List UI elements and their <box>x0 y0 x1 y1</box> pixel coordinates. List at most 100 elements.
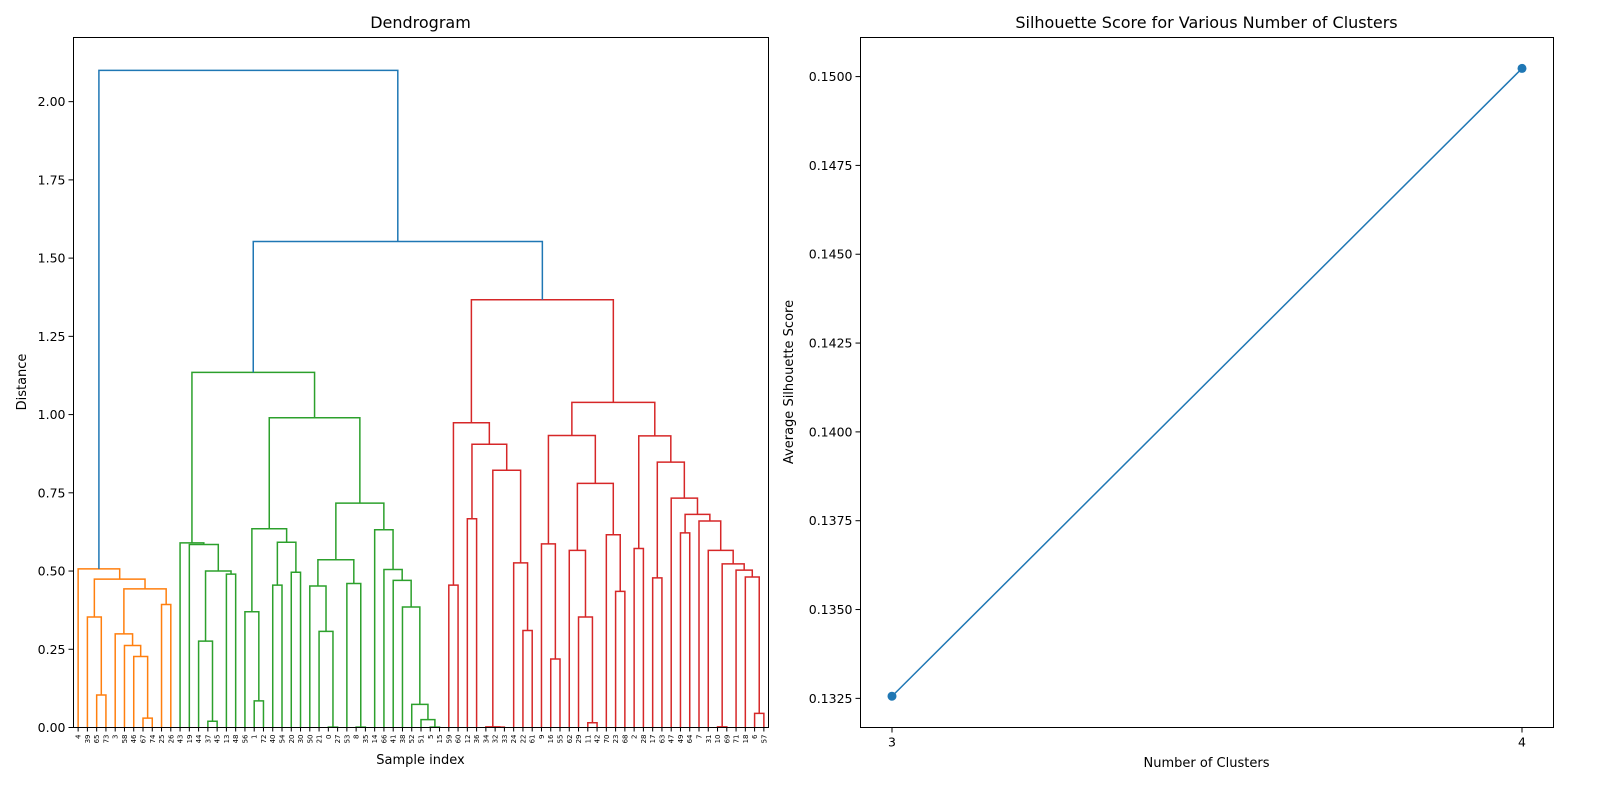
dendrogram-leaf-label: 45 <box>214 735 222 744</box>
silhouette-point <box>887 691 897 701</box>
dendrogram-leaf-label: 47 <box>668 735 676 744</box>
dendrogram-link <box>188 543 220 728</box>
dendrogram-leaf-label: 14 <box>371 734 379 743</box>
dendrogram-leaf-label: 19 <box>186 735 194 744</box>
dendrogram-leaf-label: 18 <box>742 735 750 744</box>
dendrogram-leaf-label: 64 <box>686 734 694 743</box>
dendrogram-leaf-label: 31 <box>705 735 713 744</box>
silhouette-line <box>891 67 1523 697</box>
dendrogram-link <box>540 543 557 728</box>
dendrogram-link <box>466 518 478 728</box>
dendrogram-leaf-label: 53 <box>343 735 351 744</box>
dendrogram-leaf-label: 62 <box>566 735 574 744</box>
dendrogram-leaf-label: 63 <box>658 735 666 744</box>
dendrogram-link <box>207 720 218 728</box>
silhouette-y-axis-label: Average Silhouette Score <box>782 300 797 464</box>
dendrogram-leaf-label: 58 <box>121 735 129 744</box>
dendrogram-leaf-label: 36 <box>473 734 481 743</box>
dendrogram-leaf-label: 41 <box>390 735 398 744</box>
dendrogram-leaf-label: 15 <box>436 735 444 744</box>
dendrogram-link <box>410 703 429 728</box>
dendrogram-leaf-label: 12 <box>464 735 472 744</box>
dendrogram-leaf-label: 4 <box>75 734 83 739</box>
dendrogram-leaf-label: 70 <box>603 735 611 744</box>
dendrogram-leaf-label: 66 <box>380 734 388 743</box>
dendrogram-leaf-label: 13 <box>223 735 231 744</box>
dendrogram-leaf-label: 27 <box>334 735 342 744</box>
dendrogram-leaf-label: 8 <box>353 735 361 739</box>
silhouette-y-tick-label: 0.1450 <box>809 247 853 262</box>
dendrogram-leaf-label: 57 <box>760 735 768 744</box>
dendrogram-link <box>670 497 699 728</box>
dendrogram-link <box>633 547 645 728</box>
dendrogram-leaf-label: 52 <box>408 735 416 744</box>
silhouette-y-tick-label: 0.1500 <box>809 69 853 84</box>
silhouette-chart: Silhouette Score for Various Number of C… <box>782 13 1554 771</box>
dendrogram-link <box>614 590 626 728</box>
dendrogram-leaf-label: 61 <box>529 735 537 744</box>
dendrogram-y-tick-label: 0.25 <box>38 642 66 657</box>
dendrogram-leaf-label: 50 <box>306 735 314 744</box>
silhouette-y-tick-label: 0.1350 <box>809 602 853 617</box>
dendrogram-link <box>309 585 327 728</box>
dendrogram-leaf-label: 10 <box>714 735 722 744</box>
dendrogram-leaf-label: 38 <box>399 735 407 744</box>
dendrogram-leaf-label: 71 <box>733 735 741 744</box>
dendrogram-leaf-label: 65 <box>93 735 101 744</box>
silhouette-y-tick-label: 0.1475 <box>809 158 853 173</box>
dendrogram-link <box>98 69 399 569</box>
dendrogram-leaf-label: 1 <box>251 735 259 739</box>
silhouette-x-axis-label: Number of Clusters <box>1144 756 1270 771</box>
silhouette-series <box>887 63 1527 701</box>
dendrogram-leaf-label: 6 <box>751 734 759 739</box>
dendrogram-leaf-label: 49 <box>677 735 685 744</box>
dendrogram-leaf-label: 23 <box>612 735 620 744</box>
dendrogram-y-tick-label: 1.75 <box>38 172 66 187</box>
dendrogram-leaf-label: 0 <box>325 735 333 739</box>
dendrogram-title: Dendrogram <box>370 13 471 32</box>
dendrogram-leaf-label: 32 <box>492 735 500 744</box>
dendrogram-leaf-label: 9 <box>538 735 546 739</box>
silhouette-ticks: 0.1325 0.1350 0.1375 0.1400 0.1425 0.1450 0.14… <box>809 69 1526 749</box>
dendrogram-leaf-label: 29 <box>575 735 583 744</box>
dendrogram-leaf-label: 30 <box>297 735 305 744</box>
dendrogram-leaf-label: 37 <box>204 735 212 744</box>
dendrogram-leaf-label: 69 <box>723 735 731 744</box>
dendrogram-leaf-label: 59 <box>445 735 453 744</box>
dendrogram-link <box>191 371 316 543</box>
dendrogram-link <box>401 606 421 728</box>
dendrogram-leaf-label: 68 <box>621 735 629 744</box>
dendrogram-leaf-label: 74 <box>149 734 157 743</box>
dendrogram-y-axis-label: Distance <box>15 354 30 411</box>
dendrogram-leaf-label: 33 <box>501 735 509 744</box>
dendrogram-link <box>318 630 334 728</box>
dendrogram-leaf-label: 7 <box>696 735 704 739</box>
dendrogram-x-axis-label: Sample index <box>376 753 465 768</box>
dendrogram-link <box>471 443 508 519</box>
silhouette-title: Silhouette Score for Various Number of C… <box>1015 13 1397 32</box>
dendrogram-leaf-label: 3 <box>112 735 120 739</box>
silhouette-y-tick-label: 0.1425 <box>809 336 853 351</box>
dendrogram-y-tick-label: 1.25 <box>38 329 66 344</box>
silhouette-axes-frame <box>860 37 1554 728</box>
dendrogram-chart: Dendrogram Sample index Distance 0.00 0.2… <box>15 13 769 768</box>
dendrogram-leaf-label: 43 <box>177 735 185 744</box>
dendrogram-link <box>571 401 656 436</box>
dendrogram-leaf-label: 56 <box>241 734 249 743</box>
dendrogram-leaf-label: 25 <box>158 735 166 744</box>
dendrogram-link <box>95 694 107 728</box>
dendrogram-link <box>684 513 711 533</box>
silhouette-x-tick-label: 3 <box>888 735 896 750</box>
dendrogram-y-tick-label: 0.75 <box>38 485 66 500</box>
dendrogram-leaf-label: 55 <box>557 735 565 744</box>
dendrogram-leaf-label: 5 <box>427 735 435 739</box>
dendrogram-leaf-label: 73 <box>102 735 110 744</box>
dendrogram-leaf-label: 11 <box>584 735 592 744</box>
dendrogram-y-tick-label: 0.50 <box>38 564 66 579</box>
dendrogram-leaf-label: 67 <box>140 735 148 744</box>
dendrogram-leaf-label: 40 <box>269 735 277 744</box>
dendrogram-leaf-label: 44 <box>195 734 203 743</box>
silhouette-y-tick-label: 0.1400 <box>809 424 853 439</box>
dendrogram-y-tick-label: 1.50 <box>38 251 66 266</box>
